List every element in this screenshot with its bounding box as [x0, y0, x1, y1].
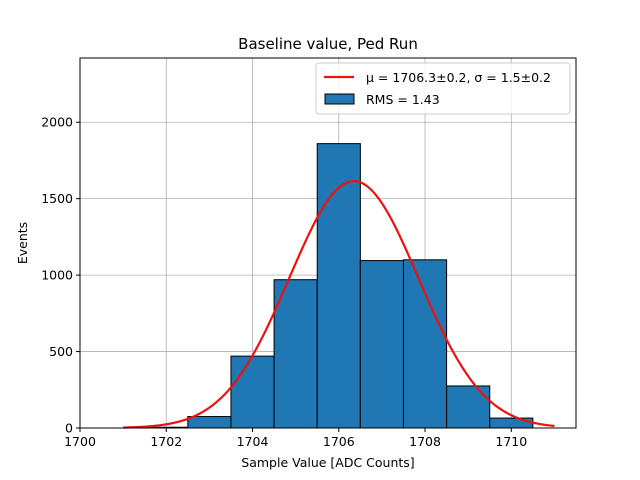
legend-rms-label: RMS = 1.43 — [366, 92, 440, 107]
legend-rms-swatch — [324, 93, 355, 105]
y-axis-ticks: 0 500 1000 1500 2000 — [41, 115, 80, 436]
y-tick-label-2: 1000 — [41, 268, 73, 283]
x-tick-label-1: 1702 — [150, 434, 182, 449]
legend-box — [315, 62, 571, 115]
legend-fit-label: μ = 1706.3±0.2, σ = 1.5±0.2 — [366, 70, 551, 85]
chart-title: Baseline value, Ped Run — [238, 35, 418, 53]
histogram-bar-7 — [402, 259, 448, 429]
y-tick-label-3: 1500 — [41, 191, 73, 206]
histogram-bar-9 — [489, 417, 534, 429]
histogram-bar-4 — [273, 279, 318, 429]
y-tick-label-1: 500 — [49, 344, 73, 359]
histogram-bar-2 — [187, 416, 232, 429]
x-tick-label-4: 1708 — [409, 434, 441, 449]
x-tick-label-2: 1704 — [237, 434, 269, 449]
histogram-bar-3 — [230, 355, 275, 429]
histogram-bar-6 — [359, 260, 404, 429]
y-axis-title: Events — [15, 222, 30, 264]
gaussian-fit-curve — [123, 179, 555, 429]
x-tick-label-5: 1710 — [495, 434, 527, 449]
y-tick-label-4: 2000 — [41, 115, 73, 130]
x-axis-title: Sample Value [ADC Counts] — [241, 455, 414, 470]
histogram-bar-8 — [446, 385, 491, 429]
plot-frame — [79, 57, 577, 429]
histogram-bar-5 — [316, 143, 361, 429]
y-tick-label-0: 0 — [65, 421, 73, 436]
legend: μ = 1706.3±0.2, σ = 1.5±0.2 RMS = 1.43 — [315, 62, 571, 115]
x-axis-ticks: 1700 1702 1704 1706 1708 1710 — [64, 428, 527, 449]
x-tick-label-0: 1700 — [64, 434, 96, 449]
x-tick-label-3: 1706 — [323, 434, 355, 449]
